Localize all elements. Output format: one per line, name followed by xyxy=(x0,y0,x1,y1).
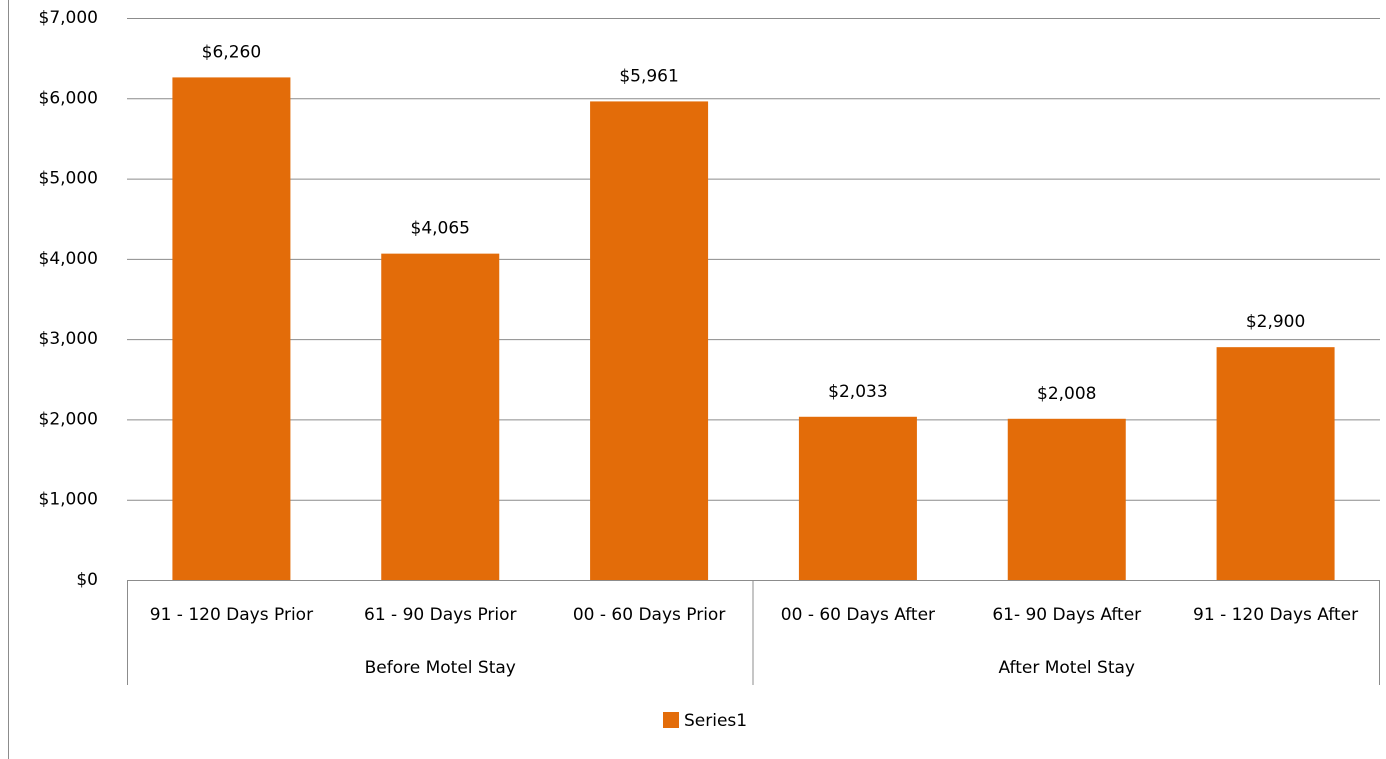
x-tick-label: 00 - 60 Days Prior xyxy=(573,605,726,625)
y-tick-label: $1,000 xyxy=(39,490,98,510)
y-tick-label: $5,000 xyxy=(39,169,98,189)
data-label: $5,961 xyxy=(619,66,678,86)
x-tick-label: 61- 90 Days After xyxy=(992,605,1141,625)
y-tick-label: $3,000 xyxy=(39,329,98,349)
y-tick-label: $0 xyxy=(76,570,98,590)
y-tick-label: $7,000 xyxy=(39,8,98,28)
bar xyxy=(381,253,500,581)
x-tick-label: 91 - 120 Days Prior xyxy=(150,605,313,625)
data-label: $2,008 xyxy=(1037,384,1096,404)
group-label: After Motel Stay xyxy=(999,658,1135,678)
y-tick-label: $2,000 xyxy=(39,409,98,429)
legend-swatch xyxy=(663,712,679,728)
data-label: $4,065 xyxy=(411,219,470,239)
x-tick-label: 91 - 120 Days After xyxy=(1193,605,1358,625)
y-tick-label: $4,000 xyxy=(39,249,98,269)
data-label: $6,260 xyxy=(202,42,261,62)
x-tick-label: 61 - 90 Days Prior xyxy=(364,605,517,625)
x-tick-label: 00 - 60 Days After xyxy=(781,605,935,625)
bar xyxy=(1216,347,1335,580)
bar xyxy=(1007,418,1126,580)
bar xyxy=(798,416,917,580)
legend-label: Series1 xyxy=(684,711,747,731)
data-label: $2,033 xyxy=(828,382,887,402)
data-label: $2,900 xyxy=(1246,312,1305,332)
bar xyxy=(172,77,291,580)
bar xyxy=(590,101,709,580)
y-tick-label: $6,000 xyxy=(39,88,98,108)
group-label: Before Motel Stay xyxy=(365,658,516,678)
